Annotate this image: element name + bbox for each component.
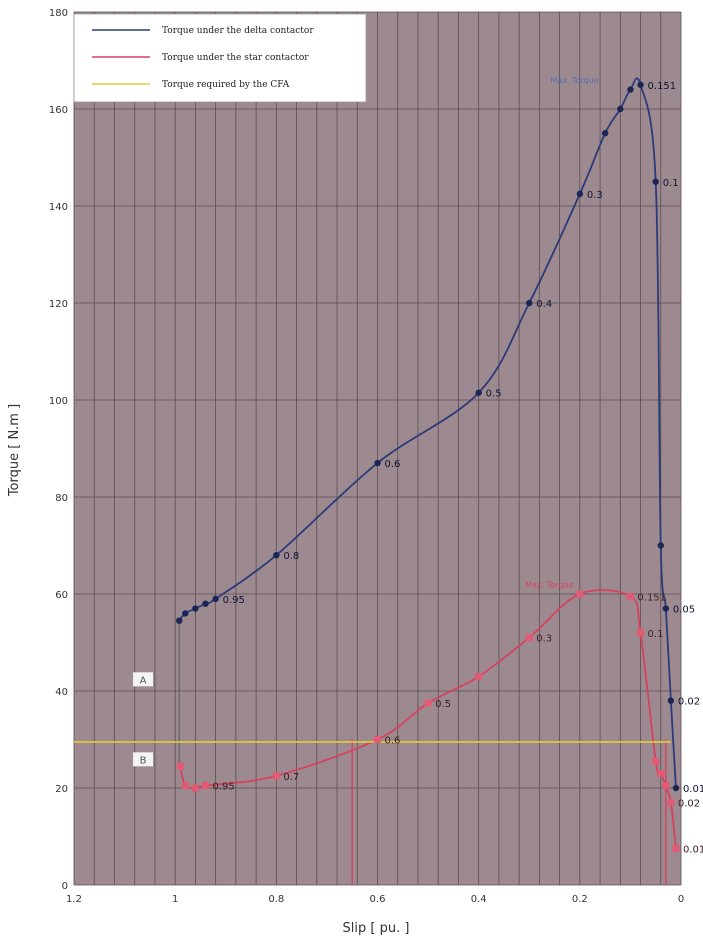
y-tick-label: 180 [49, 8, 68, 19]
point-label: 0.3 [587, 190, 603, 201]
data-point-delta [576, 190, 584, 198]
legend-entry: Torque under the star contactor [162, 53, 309, 63]
annotation-label: A [140, 675, 147, 686]
point-label: 0.95 [213, 782, 235, 793]
data-point-star [475, 672, 483, 680]
legend-box [73, 13, 367, 103]
data-point-star [657, 769, 665, 777]
legend-entry: Torque required by the CFA [162, 80, 290, 90]
point-label: 0.01 [683, 845, 703, 856]
data-point-delta [176, 617, 183, 624]
point-label: 0.3 [536, 634, 552, 645]
x-tick-label: 0.4 [471, 894, 487, 905]
data-point-star [576, 590, 584, 598]
point-label: 0.1 [663, 178, 679, 189]
point-label: 0.05 [673, 605, 695, 616]
point-label: 0.7 [283, 772, 299, 783]
point-label: 0.95 [223, 595, 245, 606]
data-point-star [424, 699, 432, 707]
x-tick-label: 0.2 [572, 894, 588, 905]
data-point-star [181, 782, 189, 790]
y-tick-label: 100 [49, 396, 68, 407]
max-torque-annotation: Max. Torque [550, 76, 598, 85]
data-point-star [202, 782, 210, 790]
data-point-star [525, 634, 533, 642]
data-point-delta [601, 130, 609, 137]
data-point-delta [672, 784, 680, 792]
data-point-delta [212, 595, 219, 603]
y-tick-label: 160 [49, 105, 68, 116]
y-tick-label: 120 [49, 299, 68, 310]
data-point-star [626, 592, 634, 600]
point-label: 0.01 [683, 784, 703, 795]
y-tick-label: 60 [55, 590, 68, 601]
data-point-star [667, 799, 675, 807]
data-point-delta [192, 605, 199, 612]
point-label: 0.1 [648, 629, 664, 640]
max-torque-annotation: Max. Torque [525, 580, 573, 589]
data-point-star [672, 845, 680, 853]
legend-entry: Torque under the delta contactor [162, 26, 314, 36]
point-label: 0.151 [648, 81, 677, 92]
x-tick-label: 1 [172, 894, 178, 905]
data-point-delta [182, 610, 189, 617]
x-axis-label: Slip [ pu. ] [343, 921, 410, 936]
annotation-box [133, 752, 154, 767]
legend: Torque under the delta contactor Torque u… [73, 13, 367, 103]
x-tick-label: 1.2 [66, 894, 82, 905]
data-point-delta [637, 81, 644, 88]
data-point-delta [627, 86, 634, 93]
series-line-0 [178, 77, 677, 789]
point-label: 0.6 [385, 736, 401, 747]
point-label: 0.6 [385, 459, 401, 470]
data-point-delta [526, 299, 533, 307]
y-tick-label: 140 [49, 202, 68, 213]
point-label: 0.5 [435, 699, 451, 710]
data-point-delta [475, 389, 482, 396]
annotation-layer: A B Max. Torque Max. Torque [133, 76, 599, 767]
x-tick-label: 0 [678, 894, 684, 905]
data-point-delta [374, 459, 381, 467]
data-point-star [662, 782, 670, 790]
point-labels-layer: 0.95 0.8 0.6 0.5 0.4 0.3 0.151 0.1 0.05 0.02 0.01 0… [213, 81, 703, 856]
data-point-delta [202, 600, 209, 607]
point-label: 0.8 [283, 551, 299, 562]
data-point-star [637, 629, 645, 637]
data-point-delta [617, 105, 624, 113]
y-tick-label: 80 [55, 493, 68, 504]
point-label: 0.151 [637, 592, 666, 603]
data-point-delta [652, 178, 659, 185]
points-layer [176, 81, 680, 853]
data-point-delta [667, 697, 675, 704]
data-point-star [374, 736, 381, 743]
point-label: 0.5 [486, 389, 502, 400]
point-label: 0.02 [678, 799, 700, 810]
point-label: 0.02 [678, 697, 700, 708]
annotation-label: B [140, 755, 147, 766]
data-point-star [652, 757, 660, 765]
x-axis-ticks: 1.2 1 0.8 0.6 0.4 0.2 0 [66, 894, 684, 905]
y-tick-label: 20 [55, 784, 68, 795]
x-tick-label: 0.6 [370, 894, 386, 905]
data-point-delta [657, 542, 664, 549]
data-point-delta [273, 552, 280, 559]
y-axis-ticks: 0 20 40 60 80 100 120 140 160 180 [49, 8, 68, 892]
annotation-box [133, 672, 154, 687]
data-point-star [191, 784, 199, 792]
data-point-delta [662, 605, 670, 612]
x-tick-label: 0.8 [268, 894, 284, 905]
data-point-star [176, 762, 184, 770]
y-tick-label: 0 [62, 881, 68, 892]
grid [73, 11, 682, 886]
y-axis-label: Torque [ N.m ] [7, 404, 22, 497]
data-point-star [272, 772, 280, 780]
y-tick-label: 40 [55, 687, 68, 698]
point-label: 0.4 [536, 299, 552, 310]
